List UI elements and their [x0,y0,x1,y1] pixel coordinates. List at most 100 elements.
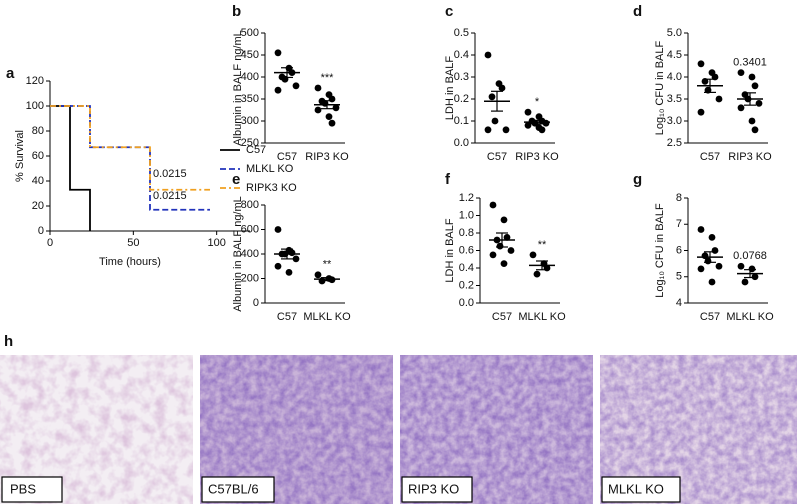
panel-label: g [633,171,642,188]
annotation: * [535,96,540,108]
x-tick-label: MLKL KO [303,311,351,323]
data-point [697,226,705,233]
annotation: 0.0215 [153,168,187,180]
label-box [1,476,63,503]
data-point [314,271,322,279]
data-point [488,93,496,101]
data-point [533,270,541,278]
data-point [751,273,759,281]
data-point [697,265,705,273]
y-tick-label: 350 [241,93,259,105]
y-tick-label: 800 [241,199,259,211]
panel-label: c [445,3,453,20]
micrograph-label: C57BL/6 [208,481,259,496]
y-tick-label: 400 [241,71,259,83]
data-point [274,49,282,57]
y-tick-label: 300 [241,115,259,127]
panel-label: h [4,333,13,350]
data-point [737,104,745,112]
y-axis-label: Log₁₀ CFU in BALF [654,203,666,298]
data-point [489,251,497,259]
y-axis-label: LDH in BALF [444,56,456,120]
x-tick-label: 0 [47,237,53,249]
data-point [484,126,492,134]
annotation: *** [321,72,335,84]
y-axis-label: Albumin in BALF ng/mL [232,30,244,146]
panel-label: b [232,3,241,20]
data-point [715,262,723,270]
y-tick-label: 3.0 [667,115,682,127]
y-tick-label: 5.0 [667,27,682,39]
legend-label: MLKL KO [246,163,294,175]
y-tick-label: 4 [676,297,682,309]
y-tick-label: 1.0 [459,209,474,221]
data-point [274,226,282,233]
y-tick-label: 250 [241,137,259,149]
panel-label: d [633,3,642,20]
x-tick-label: RIP3 KO [728,151,772,163]
y-tick-label: 5 [676,271,682,283]
data-point [737,69,745,76]
annotation: 0.0215 [153,190,187,202]
x-tick-label: C57 [277,311,297,323]
y-tick-label: 8 [676,192,682,204]
y-tick-label: 80 [32,125,44,137]
y-tick-label: 0 [38,225,44,237]
data-point [737,262,745,270]
data-point [498,84,506,92]
x-tick-label: C57 [492,311,512,323]
y-axis-label: Albumin in BALF ng/mL [232,196,244,312]
data-point [708,233,716,241]
x-tick-label: C57 [700,311,720,323]
data-point [503,233,511,241]
x-tick-label: 100 [207,237,225,249]
data-point [697,108,705,116]
data-point [748,117,756,125]
data-point [500,216,508,224]
y-tick-label: 4.5 [667,49,682,61]
y-axis-label: Log₁₀ CFU in BALF [654,40,666,135]
y-tick-label: 4.0 [667,71,682,83]
data-point [751,126,759,134]
label-box [601,476,681,503]
data-point [484,51,492,59]
y-tick-label: 120 [26,75,44,87]
survival-line [50,105,210,211]
data-point [292,255,300,263]
data-point [328,119,336,127]
data-point [332,104,340,112]
y-tick-label: 0.0 [454,137,469,149]
y-tick-label: 200 [241,272,259,284]
y-tick-label: 60 [32,150,44,162]
histology: h PBS C57BL/6 RIP3 KO MLKL KO [0,333,797,504]
data-point [314,84,322,92]
y-tick-label: 0.0 [459,297,474,309]
y-tick-label: 0.4 [459,262,474,274]
y-tick-label: 0.5 [454,27,469,39]
label-box [401,476,473,503]
y-tick-label: 600 [241,223,259,235]
y-tick-label: 0.6 [459,244,474,256]
data-point [697,60,705,68]
micrograph-label: RIP3 KO [408,481,459,496]
y-tick-label: 0.4 [454,49,469,61]
data-point [500,260,508,268]
y-axis-label: LDH in BALF [444,218,456,282]
y-axis-label: % Survival [14,130,26,182]
y-tick-label: 0.2 [454,93,469,105]
survival-line [50,105,91,231]
y-tick-label: 1.2 [459,192,474,204]
y-tick-label: 100 [26,100,44,112]
data-point [748,73,756,81]
x-tick-label: MLKL KO [518,311,566,323]
data-point [524,122,532,129]
data-point [755,100,763,107]
x-tick-label: 50 [127,237,139,249]
y-tick-label: 2.5 [667,137,682,149]
data-point [507,247,515,254]
x-tick-label: MLKL KO [726,311,774,323]
data-point [489,201,497,209]
data-point [524,108,532,116]
data-point [325,113,333,120]
survival-line [50,105,210,191]
